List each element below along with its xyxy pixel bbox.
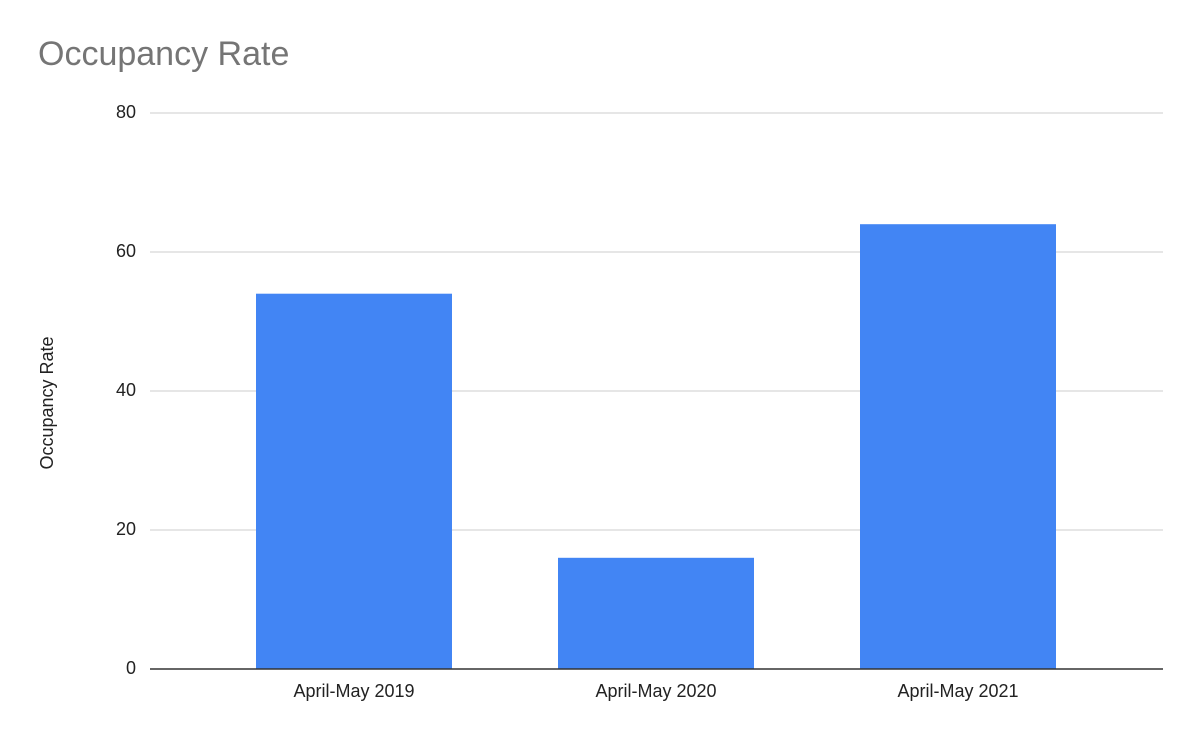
y-tick-label: 60 (116, 241, 136, 261)
x-tick-label: April-May 2019 (293, 681, 414, 701)
bar (558, 557, 754, 669)
bar (256, 293, 452, 669)
x-tick-label: April-May 2020 (595, 681, 716, 701)
y-tick-label: 80 (116, 102, 136, 122)
y-tick-label: 40 (116, 380, 136, 400)
y-tick-label: 0 (126, 658, 136, 678)
chart-title: Occupancy Rate (38, 35, 289, 73)
x-tick-label: April-May 2021 (897, 681, 1018, 701)
bar (860, 224, 1056, 669)
y-tick-label: 20 (116, 519, 136, 539)
y-axis-label: Occupancy Rate (37, 336, 57, 469)
